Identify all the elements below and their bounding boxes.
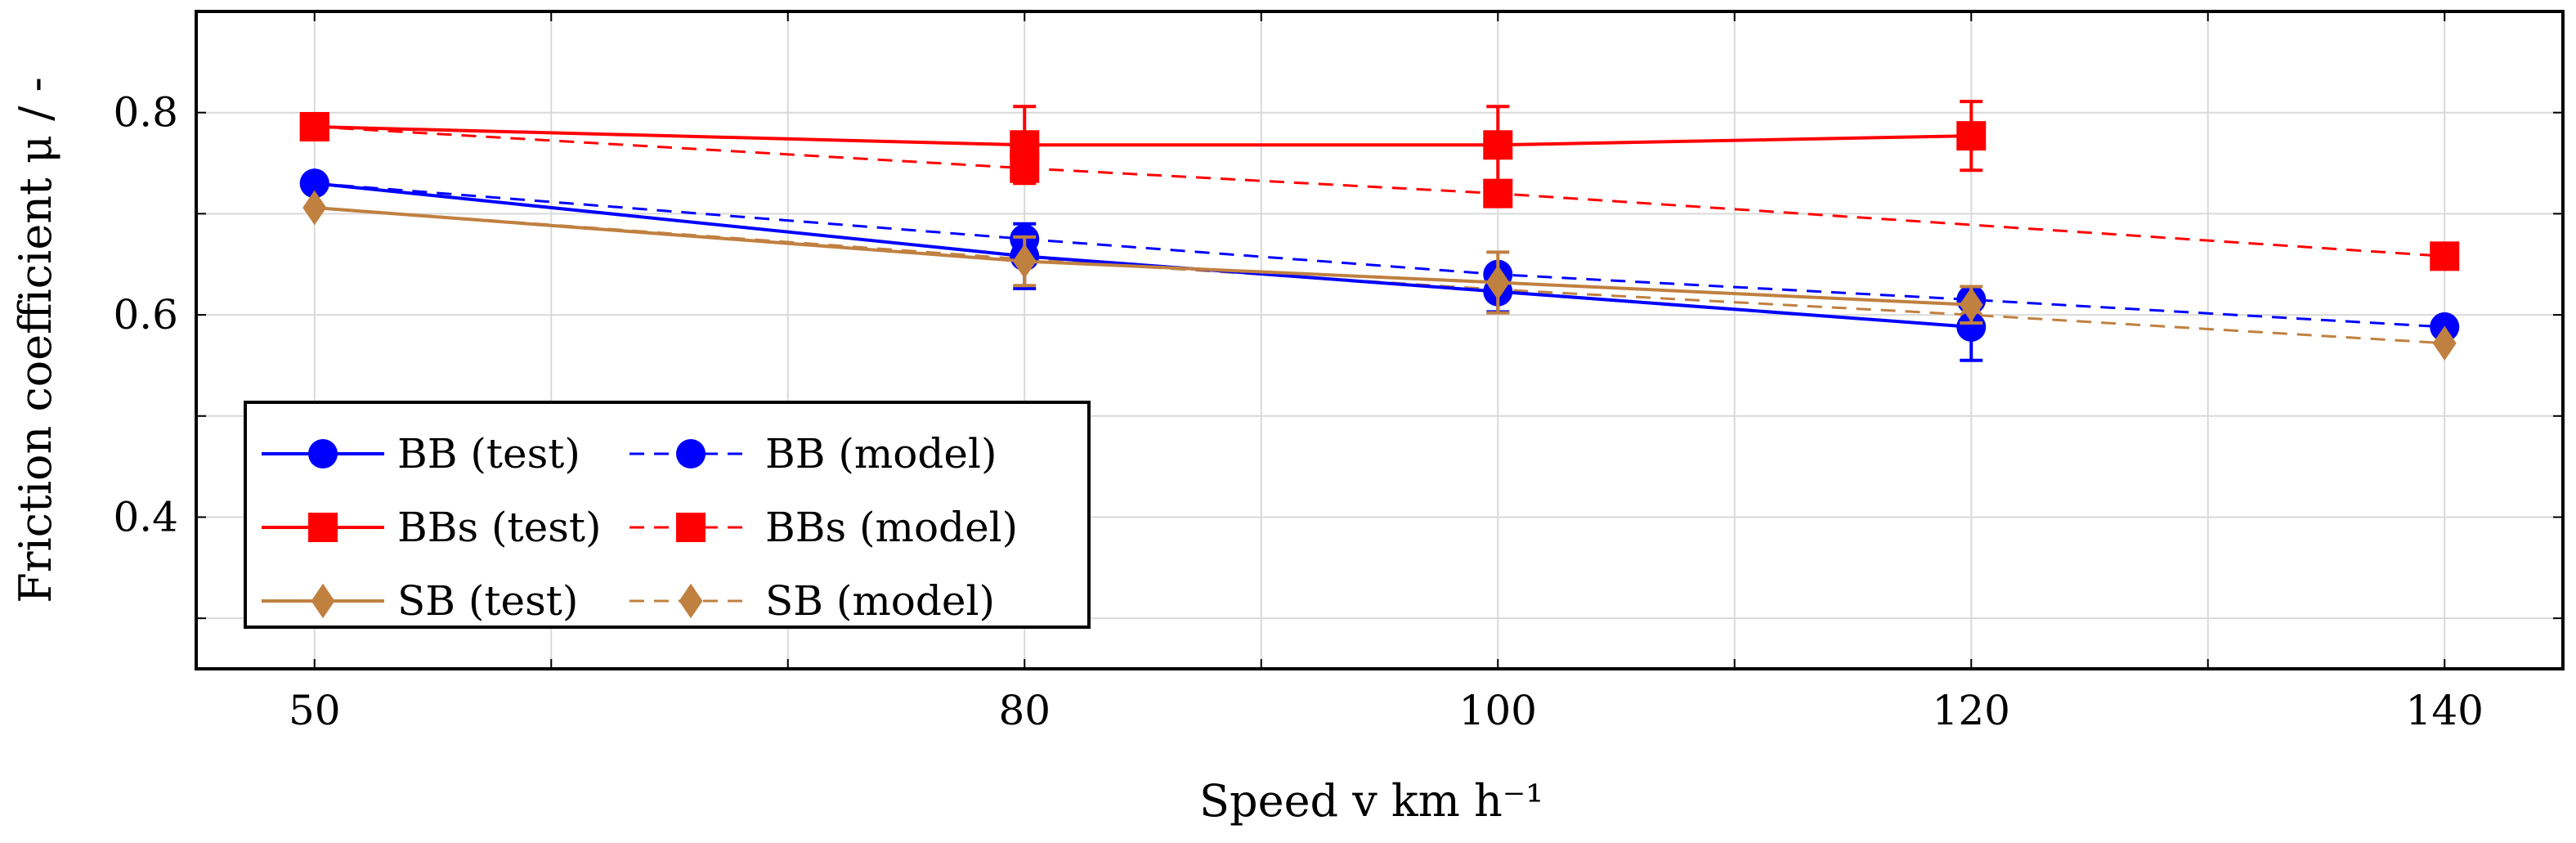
legend-box	[244, 401, 1091, 629]
legend-label: BBs (model)	[765, 504, 1018, 551]
legend-label: BBs (test)	[397, 504, 602, 551]
y-tick-label: 0.6	[113, 291, 178, 339]
data-point	[1485, 265, 1510, 300]
axis-ticks: 50 80 100 120 140 0.4 0.6 0.8	[113, 11, 2563, 734]
series-bbs-test	[299, 100, 1987, 186]
legend-label: SB (model)	[765, 577, 995, 625]
legend-label: BB (test)	[397, 430, 580, 478]
x-tick-label: 100	[1459, 687, 1537, 734]
data-point	[1956, 312, 1987, 342]
data-point	[302, 190, 327, 226]
y-tick-label: 0.8	[113, 89, 178, 137]
y-tick-label: 0.4	[113, 493, 178, 540]
data-point	[676, 439, 706, 469]
data-point	[676, 513, 706, 542]
x-tick-label: 140	[2406, 687, 2484, 734]
data-point	[299, 168, 329, 199]
legend-item: BB (test)	[262, 430, 580, 478]
series-line	[314, 182, 2445, 329]
series-line	[314, 125, 1972, 147]
data-point	[1956, 121, 1987, 151]
legend-item: BB (model)	[629, 430, 997, 478]
legend-item: BBs (test)	[262, 504, 602, 551]
data-point	[2432, 325, 2457, 361]
x-tick-label: 80	[998, 687, 1051, 734]
legend: BB (test) BB (model) BBs (test) BBs (model)…	[244, 401, 1091, 629]
data-point	[299, 112, 329, 142]
legend-label: BB (model)	[765, 430, 997, 478]
legend-item: BBs (model)	[629, 504, 1018, 551]
series-line	[314, 205, 1972, 307]
series-line	[314, 182, 1972, 329]
data-point	[1010, 130, 1040, 160]
legend-label: SB (test)	[397, 577, 578, 625]
data-point	[311, 583, 335, 619]
x-tick-label: 50	[289, 687, 341, 734]
series-line	[314, 206, 2445, 345]
data-point	[1012, 244, 1037, 279]
x-tick-label: 120	[1933, 687, 2010, 734]
series-layer	[299, 100, 2460, 362]
data-point	[1483, 130, 1513, 160]
legend-item: SB (test)	[262, 577, 578, 625]
series-bb-test	[299, 168, 1987, 362]
y-axis-title: Friction coefficient μ / -	[10, 77, 61, 603]
data-point	[308, 513, 338, 542]
series-bb-model	[299, 168, 2460, 342]
data-point	[308, 439, 338, 469]
x-axis-title: Speed v km h⁻¹	[1199, 775, 1543, 827]
plot-area-frame	[195, 10, 2565, 670]
legend-item: SB (model)	[629, 577, 995, 625]
series-line	[314, 125, 2445, 258]
data-point	[2430, 241, 2460, 271]
data-point	[679, 583, 703, 619]
series-sb-test	[302, 190, 1983, 325]
data-point	[1959, 287, 1983, 322]
